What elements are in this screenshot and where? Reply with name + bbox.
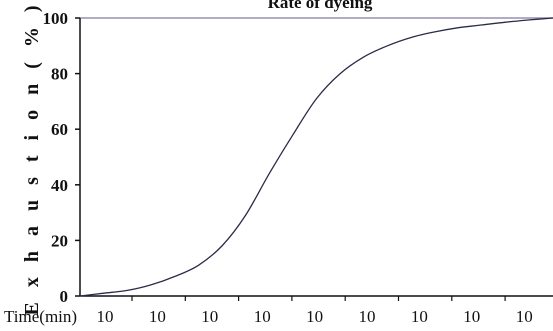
x-tick-label: 10 <box>201 307 218 326</box>
x-tick-label: 10 <box>463 307 480 326</box>
x-tick-label: 10 <box>411 307 428 326</box>
x-tick-label: 10 <box>97 307 114 326</box>
y-axis-label: E x h a u s t i o n ( % ) <box>21 0 43 315</box>
x-tick-label: 10 <box>254 307 271 326</box>
x-axis-label: Time(min) <box>4 307 77 326</box>
x-tick-label: 10 <box>359 307 376 326</box>
y-tick-label: 40 <box>51 176 68 195</box>
y-tick-label: 60 <box>51 120 68 139</box>
x-ticks-group: 10 10 10 10 10 10 10 10 10 <box>97 296 533 326</box>
chart-title: Rate of dyeing <box>268 0 373 12</box>
series-line-0 <box>79 17 553 297</box>
y-tick-label: 80 <box>51 65 68 84</box>
y-ticks-group: 0 20 40 60 80 100 <box>43 9 80 306</box>
y-tick-label: 20 <box>51 231 68 250</box>
y-tick-label: 0 <box>60 287 69 306</box>
axes-group <box>79 18 553 297</box>
y-tick-label: 100 <box>43 9 69 28</box>
x-tick-label: 10 <box>516 307 533 326</box>
x-tick-label: 10 <box>149 307 166 326</box>
series-group <box>79 17 553 297</box>
x-tick-label: 10 <box>306 307 323 326</box>
